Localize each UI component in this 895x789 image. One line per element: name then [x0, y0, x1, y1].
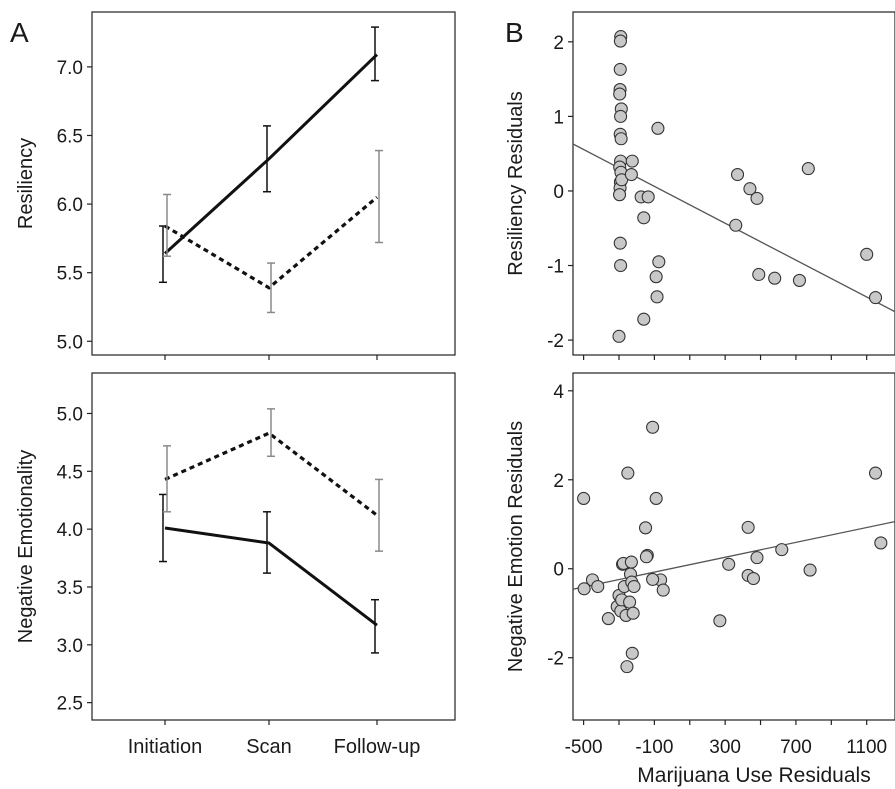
y-tick-label: -2 — [547, 331, 564, 352]
data-point — [621, 661, 633, 673]
data-point — [657, 584, 669, 596]
y-tick-label: 7.0 — [57, 58, 83, 79]
data-point — [861, 248, 873, 260]
data-point — [642, 191, 654, 203]
y-axis-title: Negative Emotionality — [15, 450, 37, 643]
data-point — [650, 492, 662, 504]
data-point — [638, 212, 650, 224]
x-tick-label: 300 — [709, 737, 741, 758]
y-tick-label: -1 — [547, 257, 564, 278]
data-point — [802, 163, 814, 175]
data-point — [626, 647, 638, 659]
x-tick-label: -500 — [565, 737, 603, 758]
data-point — [638, 313, 650, 325]
data-point — [625, 169, 637, 181]
data-point — [793, 274, 805, 286]
y-tick-label: 4.0 — [57, 520, 83, 541]
x-tick-label: -100 — [635, 737, 673, 758]
regression-line — [573, 522, 895, 590]
data-point — [776, 544, 788, 556]
y-tick-label: 2 — [553, 471, 564, 492]
x-tick-label: 1100 — [846, 737, 887, 758]
data-point — [647, 421, 659, 433]
x-category-label: Follow-up — [334, 736, 421, 758]
y-axis-title: Negative Emotion Residuals — [505, 421, 527, 672]
data-point — [624, 596, 636, 608]
data-point — [730, 219, 742, 231]
data-point — [714, 615, 726, 627]
data-point — [615, 260, 627, 272]
y-tick-label: 5.0 — [57, 404, 83, 425]
plot-area — [573, 31, 895, 343]
series-solid-line — [165, 528, 377, 625]
panel-b-label: B — [505, 17, 524, 48]
data-point — [614, 35, 626, 47]
data-point — [614, 237, 626, 249]
data-point — [627, 607, 639, 619]
data-point — [742, 521, 754, 533]
x-category-label: Scan — [246, 736, 292, 758]
y-tick-label: 6.0 — [57, 195, 83, 216]
y-tick-label: 4 — [553, 382, 564, 403]
data-point — [626, 155, 638, 167]
panel-a-label: A — [10, 17, 29, 48]
plot-frame — [92, 12, 455, 355]
y-tick-label: -2 — [547, 649, 564, 670]
data-point — [628, 581, 640, 593]
data-point — [625, 556, 637, 568]
data-point — [592, 581, 604, 593]
data-point — [615, 110, 627, 122]
data-point — [640, 551, 652, 563]
chart-resiliency-over-time: 5.0 5.5 6.0 6.5 7.0 Resiliency — [15, 12, 455, 360]
data-point — [578, 492, 590, 504]
data-point — [751, 192, 763, 204]
data-point — [804, 564, 816, 576]
x-category-label: Initiation — [128, 736, 203, 758]
data-point — [723, 558, 735, 570]
data-point — [753, 268, 765, 280]
y-tick-label: 4.5 — [57, 462, 83, 483]
data-point — [653, 256, 665, 268]
y-tick-label: 0 — [553, 560, 564, 581]
y-tick-label: 2 — [553, 33, 564, 54]
scatter-resiliency-residuals: -2 -1 0 1 2 Resiliency Residuals — [505, 12, 895, 360]
data-point — [614, 189, 626, 201]
data-point — [640, 522, 652, 534]
scatter-negative-emotion-residuals: -2 0 2 4 Negative Emotion Residuals -500 -100 3… — [505, 373, 895, 787]
data-point — [647, 573, 659, 585]
data-point — [747, 573, 759, 585]
x-tick-label: 700 — [780, 737, 812, 758]
data-point — [614, 88, 626, 100]
data-point — [875, 537, 887, 549]
data-point — [751, 552, 763, 564]
data-point — [652, 122, 664, 134]
y-tick-label: 3.0 — [57, 636, 83, 657]
data-point — [613, 330, 625, 342]
x-axis-title: Marijuana Use Residuals — [637, 764, 870, 787]
y-axis-title: Resiliency Residuals — [505, 91, 527, 276]
data-point — [615, 133, 627, 145]
data-point — [651, 291, 663, 303]
data-point — [614, 63, 626, 75]
y-axis-title: Resiliency — [15, 138, 37, 229]
y-tick-label: 2.5 — [57, 694, 83, 715]
y-tick-label: 0 — [553, 182, 564, 203]
y-tick-label: 5.5 — [57, 264, 83, 285]
chart-negative-emotionality-over-time: 2.5 3.0 3.5 4.0 4.5 5.0 Negative Emotionality I… — [15, 373, 455, 758]
data-point — [870, 467, 882, 479]
y-tick-label: 6.5 — [57, 126, 83, 147]
data-point — [650, 271, 662, 283]
data-point — [602, 613, 614, 625]
y-tick-label: 1 — [553, 107, 564, 128]
y-tick-label: 3.5 — [57, 578, 83, 599]
data-point — [769, 272, 781, 284]
y-tick-label: 5.0 — [57, 332, 83, 353]
data-point — [732, 169, 744, 181]
plot-area — [573, 421, 895, 672]
data-point — [870, 292, 882, 304]
data-point — [622, 467, 634, 479]
